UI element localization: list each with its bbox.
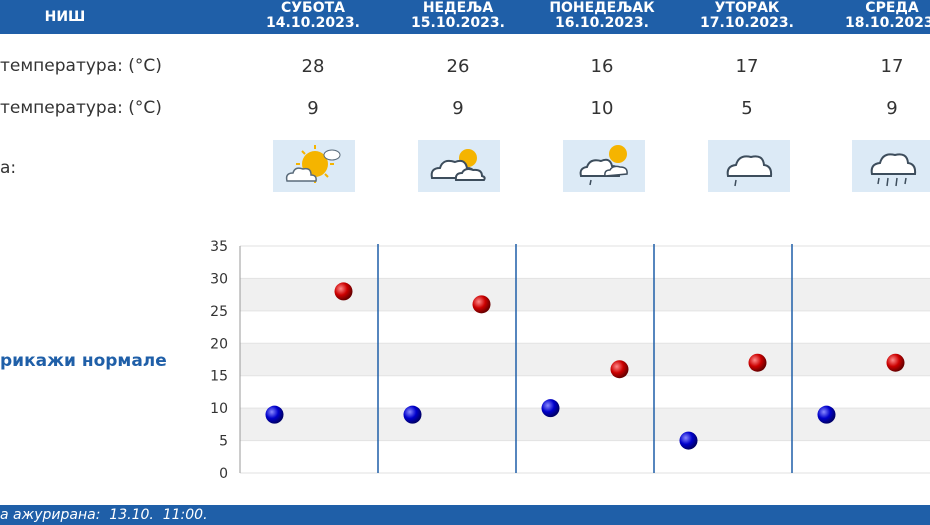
- grid-band: [240, 278, 930, 311]
- min-temp-point: [403, 405, 422, 424]
- city-name: НИШ: [44, 9, 86, 25]
- day-date: 14.10.2023.: [266, 15, 360, 31]
- max-temp-value: 16: [590, 56, 614, 77]
- day-name: ПОНЕДЕЉАК: [549, 0, 655, 16]
- min-temp-point: [265, 405, 284, 424]
- show-normals-link[interactable]: рикажи нормале: [0, 351, 167, 371]
- forecast-header: НИШ СУБОТА 14.10.2023. НЕДЕЉА 15.10.2023…: [0, 0, 930, 34]
- max-temp-label: температура: (°C): [0, 56, 162, 76]
- day-name: СРЕДА: [865, 0, 919, 16]
- y-tick-label: 5: [219, 434, 228, 450]
- max-temp-point: [472, 295, 491, 314]
- max-temp-point: [886, 353, 905, 372]
- y-tick-label: 20: [210, 336, 228, 352]
- min-temp-point: [541, 399, 560, 418]
- y-tick-label: 10: [210, 401, 228, 417]
- grid-band: [240, 246, 930, 279]
- day-date: 16.10.2023.: [555, 15, 649, 31]
- sun-cloud-icon: [273, 140, 355, 192]
- max-temp-point: [748, 353, 767, 372]
- grid-band: [240, 375, 930, 409]
- cloud-rain-icon: [708, 140, 790, 192]
- y-tick-label: 0: [219, 466, 228, 480]
- day-header-5: СРЕДА 18.10.2023.: [819, 1, 930, 31]
- day-header-2: НЕДЕЉА 15.10.2023.: [385, 1, 531, 31]
- weather-label: а:: [0, 158, 17, 178]
- day-header-3: ПОНЕДЕЉАК 16.10.2023.: [529, 1, 675, 31]
- min-temp-value: 10: [590, 98, 614, 119]
- day-date: 15.10.2023.: [411, 15, 505, 31]
- min-temp-label: температура: (°C): [0, 98, 162, 118]
- min-temp-value: 9: [886, 98, 898, 119]
- grid-band: [240, 408, 930, 441]
- day-date: 18.10.2023.: [845, 15, 930, 31]
- y-tick-label: 35: [210, 239, 228, 255]
- temperature-chart: 0 5 10 15 20 25 30 35: [210, 239, 930, 480]
- max-temp-value: 17: [735, 56, 759, 77]
- grid-band: [240, 310, 930, 344]
- max-temp-point: [610, 360, 629, 379]
- y-tick-label: 30: [210, 271, 228, 287]
- day-header-4: УТОРАК 17.10.2023.: [674, 1, 820, 31]
- max-temp-value: 26: [446, 56, 470, 77]
- max-temp-point: [334, 282, 353, 301]
- y-tick-label: 25: [210, 304, 228, 320]
- cloud-sun-rain-icon: [563, 140, 645, 192]
- min-temp-value: 9: [452, 98, 464, 119]
- last-updated-footer: а ажурирана: 13.10. 11:00.: [0, 505, 930, 525]
- max-temp-value: 28: [301, 56, 325, 77]
- min-temp-point: [817, 405, 836, 424]
- min-temp-value: 5: [741, 98, 753, 119]
- cloud-sun-icon: [418, 140, 500, 192]
- grid-band: [240, 343, 930, 376]
- cloud-heavy-rain-icon: [852, 140, 930, 192]
- day-name: НЕДЕЉА: [422, 0, 494, 16]
- y-tick-label: 15: [210, 369, 228, 385]
- min-temp-point: [679, 431, 698, 450]
- max-temp-value: 17: [880, 56, 904, 77]
- day-date: 17.10.2023.: [700, 15, 794, 31]
- day-name: УТОРАК: [714, 0, 780, 16]
- day-name: СУБОТА: [280, 0, 346, 16]
- grid-band: [240, 440, 930, 473]
- min-temp-value: 9: [307, 98, 319, 119]
- day-header-1: СУБОТА 14.10.2023.: [240, 1, 386, 31]
